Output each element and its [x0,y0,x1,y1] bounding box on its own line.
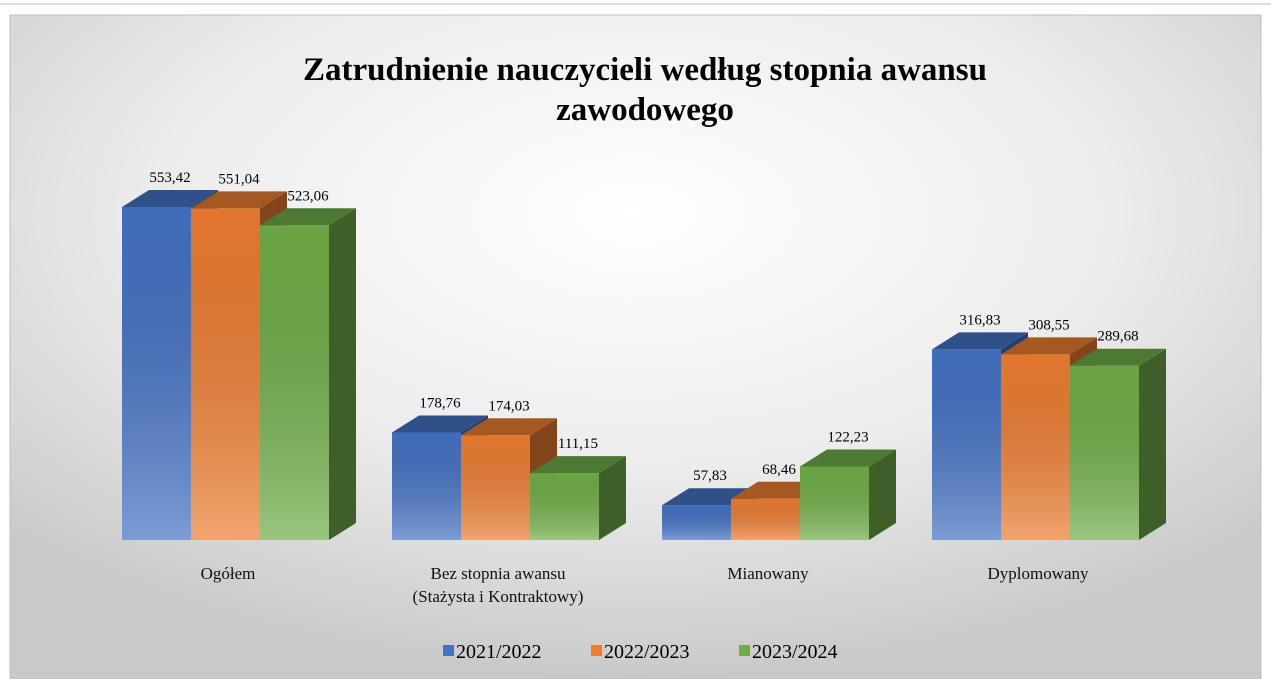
bar-top [530,456,626,474]
bar-top [800,449,896,467]
bar-side [1139,348,1166,540]
bar-shine [932,349,1001,540]
bar-top [191,191,287,209]
bar-top [461,418,557,436]
x-tick-label: Mianowany [727,564,809,583]
data-label: 308,55 [1028,317,1069,333]
bar-shine [392,432,461,540]
bar-shine [461,435,530,540]
x-tick-label: Ogółem [200,564,256,583]
bar-shine [1001,354,1070,540]
bar-shine [662,505,731,540]
legend-swatch [591,645,602,656]
data-label: 553,42 [149,170,190,186]
bar-shine [800,466,869,540]
data-label: 316,83 [959,312,1000,328]
legend-swatch [739,645,750,656]
chart-title: Zatrudnienie nauczycieli według stopnia … [303,52,987,128]
data-label: 289,68 [1097,329,1138,345]
legend-label: 2023/2024 [752,641,838,663]
data-label: 523,06 [287,188,329,204]
data-label: 122,23 [827,429,868,445]
bar-top [260,208,356,226]
data-label: 68,46 [762,462,796,478]
legend-label: 2022/2023 [604,641,690,663]
legend-label: 2021/2022 [456,641,542,663]
data-label: 178,76 [419,395,461,411]
bar-shine [1070,365,1139,540]
data-label: 551,04 [218,171,260,187]
bar-top [1070,348,1166,366]
bar-top [1001,337,1097,355]
bar-side [599,456,626,540]
bar-side [329,208,356,540]
bar-side [869,449,896,540]
x-tick-label: Dyplomowany [987,564,1089,583]
bar-top [392,415,488,433]
data-label: 111,15 [558,436,598,452]
bar-shine [530,473,599,540]
bar-shine [191,208,260,541]
bar-shine [260,225,329,540]
data-label: 174,03 [488,398,529,414]
bar-shine [122,207,191,540]
bar-shine [731,498,800,540]
bar-top [122,190,218,207]
bar-top [932,332,1028,350]
legend-swatch [443,645,454,656]
data-label: 57,83 [693,468,727,484]
x-tick-label: Bez stopnia awansu (Stażysta i Kontrakto… [412,564,584,606]
